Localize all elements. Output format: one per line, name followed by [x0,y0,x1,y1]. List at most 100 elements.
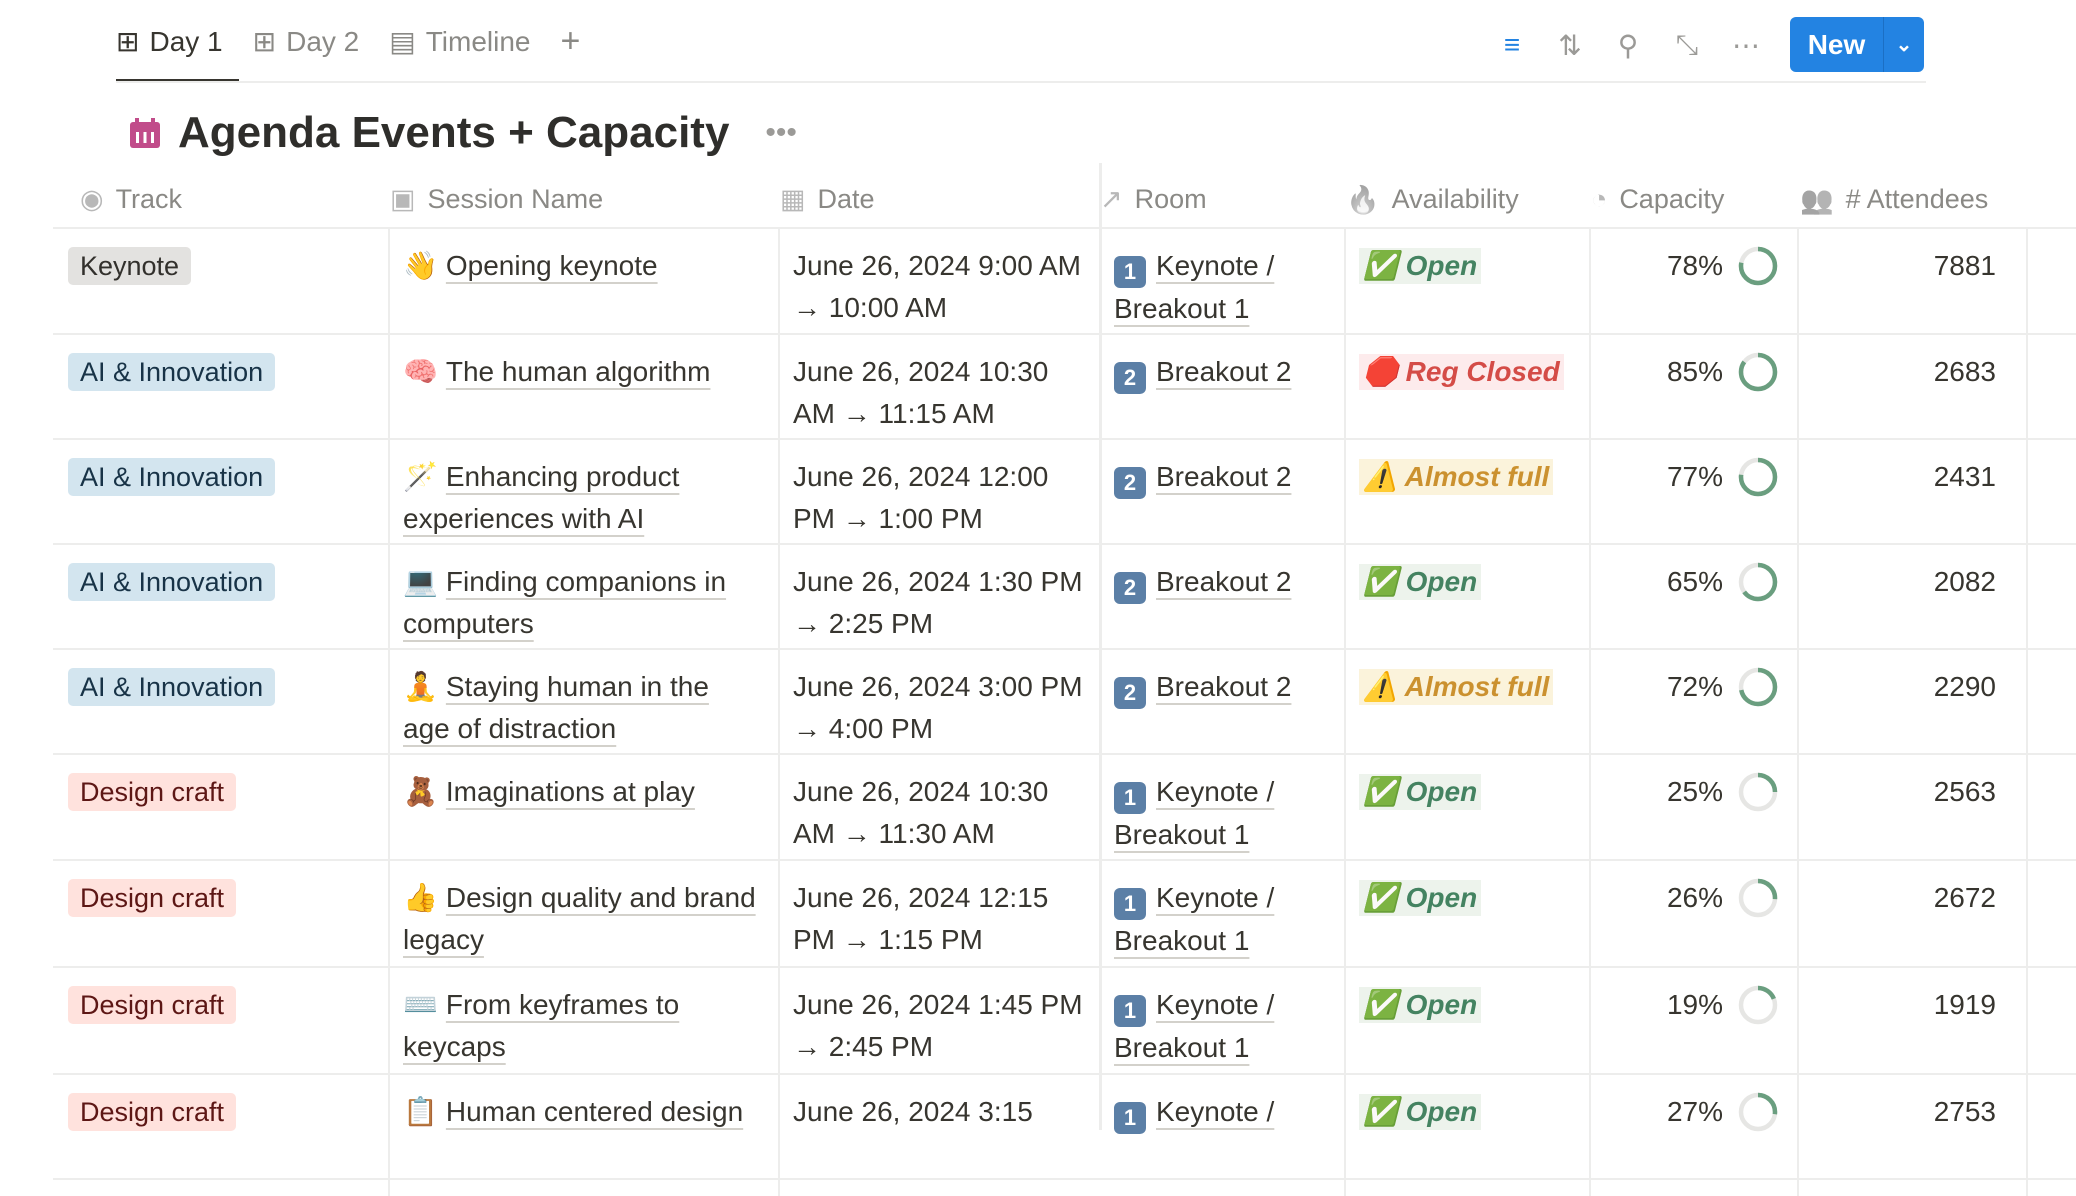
attendee-count: 2672 [1933,882,1996,913]
session-emoji-icon: 👍 [403,882,438,913]
availability-status: 🛑 Reg Closed [1359,354,1564,390]
cell-room: 1 Keynote / [1099,1075,1344,1178]
session-name-link[interactable]: Imaginations at play [445,776,695,807]
table-row[interactable]: Keynote 👋 Opening keynote June 26, 2024 9:0… [53,229,2076,335]
cell-date: June 26, 2024 3:00 PM → 4:00 PM [778,650,1099,753]
search-icon[interactable]: ⚲ [1617,29,1639,61]
column-header-availability[interactable]: 🔥 Availability [1346,184,1519,215]
cell-capacity: 26% [1589,861,1797,966]
room-link[interactable]: Breakout 2 [1156,566,1292,597]
attendee-count: 1919 [1933,989,1996,1020]
session-name-link[interactable]: Staying human in the age of distraction [403,671,709,744]
availability-icon: ✅ [1363,566,1398,597]
new-button-main[interactable]: New [1790,17,1884,72]
cell-attendees: 2431 [1797,440,2026,543]
tab-day-2[interactable]: ⊞ Day 2 [252,25,360,58]
capacity-ring [1738,667,1778,707]
cell-availability: ✅ Open [1344,755,1589,859]
cell-session: 👋 Opening keynote [388,229,778,333]
column-header-track[interactable]: ◉ Track [80,184,183,214]
table-row[interactable]: Design craft 👍 Design quality and brand le… [53,861,2076,968]
cell-session: 🧘 Staying human in the age of distraction [388,650,778,753]
room-link[interactable]: Breakout 2 [1156,356,1292,387]
plus-icon: + [560,22,581,60]
session-name-link[interactable]: From keyframes to keycaps [403,989,680,1062]
column-divider [1344,229,1346,1196]
session-name-link[interactable]: Human centered design [445,1096,744,1127]
cell-session: 🪄 Enhancing product experiences with AI [388,440,778,543]
room-link[interactable]: Breakout 2 [1156,671,1292,702]
attendee-count: 2431 [1933,461,1996,492]
room-link[interactable]: Keynote / Breakout 1 [1114,989,1275,1063]
session-name-link[interactable]: Opening keynote [445,250,658,281]
availability-icon: ⚠️ [1363,461,1398,492]
date-range: June 26, 2024 3:00 PM → 4:00 PM [793,671,1083,744]
table-row[interactable]: AI & Innovation 🧘 Staying human in the age… [53,650,2076,755]
session-emoji-icon: ⌨️ [403,989,438,1020]
date-range: June 26, 2024 1:30 PM → 2:25 PM [793,566,1083,639]
session-name-link[interactable]: Enhancing product experiences with AI [403,461,680,534]
more-icon[interactable]: ⋯ [1732,29,1760,61]
track-tag: Design craft [68,773,237,811]
cell-track: Keynote [53,229,388,333]
session-name-link[interactable]: Finding companions in computers [403,566,727,639]
room-number-icon: 2 [1114,677,1146,709]
cell-availability: ✅ Open [1344,968,1589,1073]
cell-session: 📋 Human centered design [388,1075,778,1178]
cell-availability: 🛑 Reg Closed [1344,335,1589,438]
session-emoji-icon: 💻 [403,566,438,597]
cell-room: 1 Keynote / Breakout 1 [1099,968,1344,1073]
column-header-capacity[interactable]: ◔ Capacity [1591,184,1725,214]
date-range: June 26, 2024 3:15 [793,1096,1033,1127]
room-link[interactable]: Keynote / Breakout 1 [1114,776,1275,850]
column-header-sessionname[interactable]: ▣ Session Name [390,184,604,214]
cell-attendees: 2753 [1797,1075,2026,1178]
availability-status: ⚠️ Almost full [1359,459,1554,495]
column-divider [1797,229,1799,1196]
capacity-percent: 27% [1666,1096,1723,1127]
room-link[interactable]: Breakout 2 [1156,461,1292,492]
cell-availability: ✅ Open [1344,545,1589,648]
availability-status: ✅ Open [1359,248,1482,284]
title-more-icon[interactable]: ••• [765,116,797,149]
cell-room: 1 Keynote / Breakout 1 [1099,861,1344,966]
column-header-date[interactable]: ▦ Date [780,184,875,214]
session-name-link[interactable]: Design quality and brand legacy [403,882,756,955]
track-tag: Design craft [68,986,237,1024]
table-row[interactable]: Design craft ⌨️ From keyframes to keycaps J… [53,968,2076,1075]
cell-capacity: 77% [1589,440,1797,543]
capacity-ring [1738,562,1778,602]
table-row[interactable]: AI & Innovation 🪄 Enhancing product experi… [53,440,2076,545]
table-row[interactable]: Design craft 🧸 Imaginations at play June 26… [53,755,2076,861]
table-row[interactable]: Design craft 📋 Human centered design June 2… [53,1075,2076,1180]
expand-icon[interactable]: ⤡ [1675,28,1699,60]
cell-date: June 26, 2024 10:30 AM → 11:15 AM [778,335,1099,438]
chevron-down-icon[interactable]: ⌄ [1895,34,1913,56]
column-header-attendees[interactable]: 👥 # Attendees [1800,184,1989,215]
filter-icon[interactable]: ≡ [1503,29,1521,60]
tab-divider [116,81,1926,83]
capacity-ring [1738,246,1778,286]
track-tag: Keynote [68,247,192,285]
add-view-button[interactable]: + [561,0,581,83]
track-tag: AI & Innovation [68,668,276,706]
table-row[interactable]: AI & Innovation 💻 Finding companions in co… [53,545,2076,650]
tab-day-1[interactable]: ⊞ Day 1 [116,0,239,83]
tab-timeline[interactable]: ▤ Timeline [389,25,531,58]
column-header-room[interactable]: ↗ Room [1100,184,1207,214]
cell-attendees: 7881 [1797,229,2026,333]
cell-track: Design craft [53,755,388,859]
room-link[interactable]: Keynote / Breakout 1 [1114,882,1275,956]
session-name-link[interactable]: The human algorithm [445,356,711,387]
cell-room: 2 Breakout 2 [1099,335,1344,438]
relation-arrow-icon: ↗ [1100,184,1123,214]
cell-track: AI & Innovation [53,545,388,648]
availability-status: ⚠️ Almost full [1359,669,1554,705]
room-link[interactable]: Keynote / [1156,1096,1275,1127]
cell-room: 2 Breakout 2 [1099,650,1344,753]
sort-icon[interactable]: ⇅ [1558,29,1582,61]
capacity-percent: 78% [1666,250,1723,281]
room-link[interactable]: Keynote / Breakout 1 [1114,250,1275,324]
capacity-percent: 65% [1666,566,1723,597]
table-row[interactable]: AI & Innovation 🧠 The human algorithm June … [53,335,2076,440]
